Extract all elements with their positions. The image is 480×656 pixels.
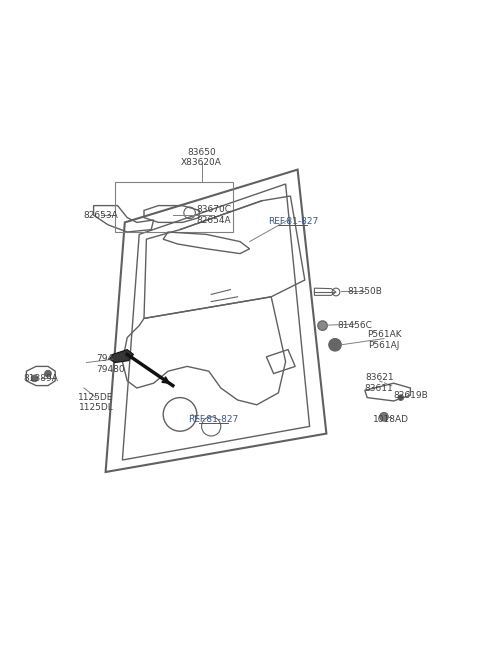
Circle shape <box>318 321 327 331</box>
Polygon shape <box>109 350 133 363</box>
Circle shape <box>398 395 404 400</box>
Text: P561AK
P561AJ: P561AK P561AJ <box>367 331 401 350</box>
Text: REF.81-827: REF.81-827 <box>268 217 318 226</box>
Text: 83670C
82654A: 83670C 82654A <box>196 205 231 225</box>
Text: 81456C: 81456C <box>338 321 372 330</box>
Text: 82653A: 82653A <box>84 211 118 220</box>
Text: 79490
79480: 79490 79480 <box>96 354 125 374</box>
Text: REF.81-827: REF.81-827 <box>189 415 239 424</box>
Text: 1018AD: 1018AD <box>373 415 409 424</box>
Circle shape <box>45 370 51 377</box>
Text: 83621
83611: 83621 83611 <box>365 373 394 393</box>
Text: 83650
X83620A: 83650 X83620A <box>181 148 222 167</box>
Text: 81350B: 81350B <box>348 287 382 297</box>
Circle shape <box>380 413 388 421</box>
Text: 1125DE
1125DL: 1125DE 1125DL <box>78 393 114 412</box>
Circle shape <box>31 375 38 382</box>
Circle shape <box>329 338 341 351</box>
Text: 82619B: 82619B <box>393 391 428 400</box>
Bar <box>115 182 233 232</box>
Text: 81389A: 81389A <box>24 374 58 383</box>
